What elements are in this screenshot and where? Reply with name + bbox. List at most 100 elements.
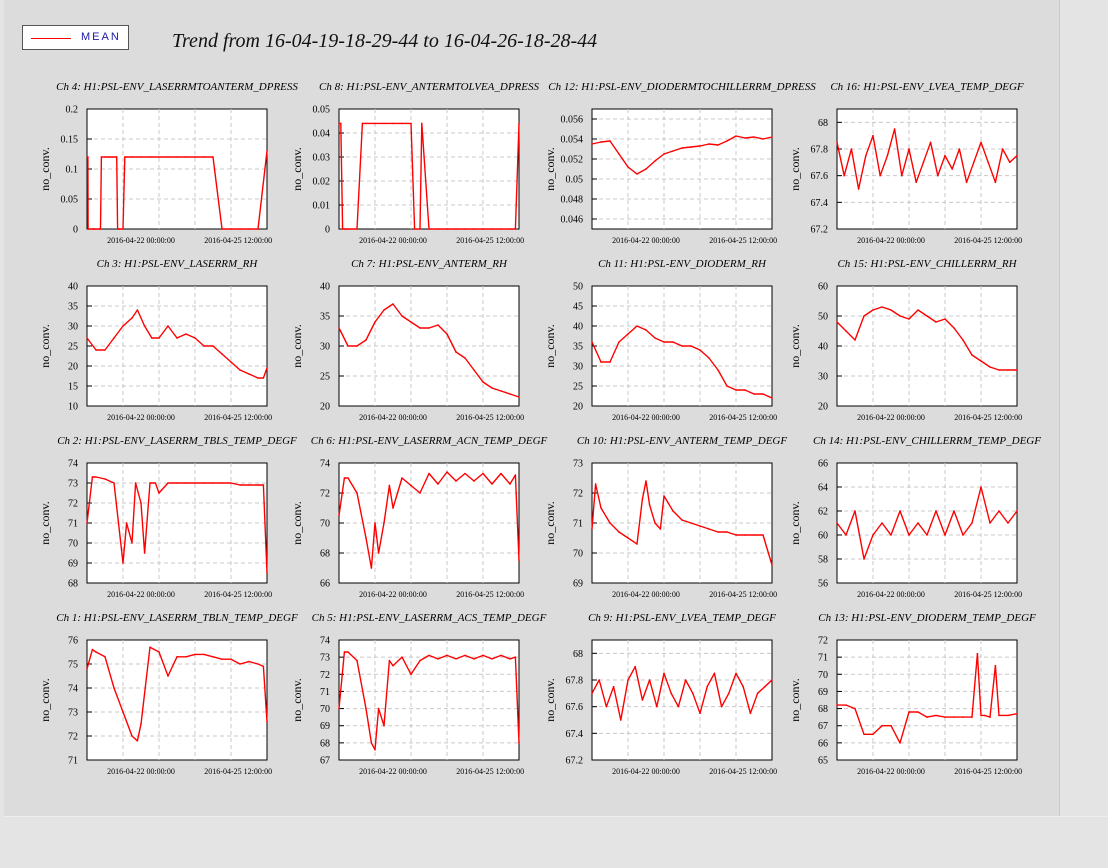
series-point bbox=[735, 135, 737, 137]
series-point bbox=[86, 522, 88, 524]
series-point bbox=[726, 140, 728, 142]
y-tick-label: 68 bbox=[573, 649, 583, 660]
series-point bbox=[356, 492, 358, 494]
chart-title: Ch 9: H1:PSL-ENV_LVEA_TEMP_DEGF bbox=[588, 612, 776, 624]
y-tick-label: 67 bbox=[320, 756, 330, 767]
series-point bbox=[663, 672, 665, 675]
series-point bbox=[388, 659, 391, 662]
y-tick-label: 35 bbox=[573, 342, 583, 353]
y-tick-label: 67.6 bbox=[566, 702, 584, 713]
chart-title: Ch 5: H1:PSL-ENV_LASERRM_ACS_TEMP_DEGF bbox=[312, 612, 547, 624]
series-point bbox=[845, 330, 847, 332]
y-tick-label: 25 bbox=[573, 382, 583, 393]
series-point bbox=[749, 712, 752, 715]
series-point bbox=[937, 174, 939, 177]
y-tick-label: 74 bbox=[320, 459, 330, 470]
series-point bbox=[370, 742, 373, 744]
plot-area bbox=[591, 639, 773, 761]
series-point bbox=[221, 228, 223, 230]
series-point bbox=[239, 663, 241, 665]
series-point bbox=[361, 122, 364, 125]
y-tick-label: 74 bbox=[68, 459, 78, 470]
y-tick-label: 66 bbox=[818, 459, 828, 470]
series-point bbox=[717, 369, 719, 371]
series-point bbox=[690, 146, 692, 148]
series-line bbox=[837, 653, 1018, 744]
series-point bbox=[899, 510, 901, 512]
series-point bbox=[185, 482, 187, 484]
series-point bbox=[836, 321, 838, 323]
series-point bbox=[654, 522, 656, 524]
series-point bbox=[663, 341, 665, 343]
y-tick-label: 72 bbox=[68, 732, 78, 743]
series-point bbox=[212, 345, 214, 347]
y-tick-label: 64 bbox=[818, 483, 828, 494]
series-point bbox=[176, 482, 178, 484]
series-point bbox=[131, 542, 133, 544]
chart-title: Ch 16: H1:PSL-ENV_LVEA_TEMP_DEGF bbox=[830, 81, 1024, 93]
chart-3: 0.046 0.048 0.05 0.052 0.054 0.056 2016-04-22 … bbox=[543, 81, 816, 245]
series-point bbox=[104, 478, 106, 480]
series-point bbox=[203, 482, 205, 484]
series-point bbox=[881, 724, 883, 727]
panel-bottom-border bbox=[4, 816, 1108, 817]
series-point bbox=[654, 337, 656, 339]
series-point bbox=[854, 707, 856, 710]
series-point bbox=[95, 476, 97, 478]
y-tick-label: 20 bbox=[573, 402, 583, 413]
series-point bbox=[437, 228, 439, 230]
series-point bbox=[944, 318, 946, 320]
series-point bbox=[428, 654, 430, 657]
series-point bbox=[836, 141, 838, 144]
series-point bbox=[917, 309, 919, 311]
chart-6: 20 25 30 35 40 2016-04-22 00:00:00 2016-04-25 … bbox=[290, 258, 524, 422]
x-tick-label: 2016-04-22 00:00:00 bbox=[612, 590, 680, 599]
series-point bbox=[600, 141, 602, 143]
series-point bbox=[455, 228, 457, 230]
series-point bbox=[158, 492, 160, 494]
series-point bbox=[744, 137, 746, 139]
series-point bbox=[998, 369, 1000, 371]
series-point bbox=[347, 651, 349, 653]
y-tick-label: 50 bbox=[818, 312, 828, 323]
legend-box: MEAN bbox=[22, 25, 129, 50]
y-axis-label: no_conv. bbox=[38, 147, 52, 191]
series-point bbox=[762, 138, 764, 140]
series-point bbox=[86, 668, 88, 670]
series-point bbox=[91, 648, 94, 651]
y-tick-label: 71 bbox=[320, 687, 330, 698]
series-point bbox=[935, 321, 937, 323]
series-point bbox=[627, 537, 629, 539]
x-tick-label: 2016-04-25 12:00:00 bbox=[709, 767, 777, 776]
series-point bbox=[97, 228, 99, 230]
series-point bbox=[594, 483, 597, 485]
series-point bbox=[886, 154, 889, 157]
x-tick-label: 2016-04-25 12:00:00 bbox=[954, 590, 1022, 599]
series-point bbox=[446, 228, 448, 230]
series-point bbox=[176, 156, 178, 158]
series-point bbox=[158, 337, 160, 339]
y-tick-label: 74 bbox=[68, 684, 78, 695]
series-point bbox=[212, 656, 214, 658]
series-point bbox=[518, 396, 520, 398]
chart-title: Ch 1: H1:PSL-ENV_LASERRM_TBLN_TEMP_DEGF bbox=[56, 612, 298, 624]
y-tick-label: 58 bbox=[818, 555, 828, 566]
series-point bbox=[482, 228, 484, 230]
series-point bbox=[266, 367, 268, 369]
series-point bbox=[684, 679, 687, 681]
series-point bbox=[491, 228, 493, 230]
y-tick-label: 67.2 bbox=[811, 225, 829, 236]
series-point bbox=[518, 559, 520, 562]
y-tick-label: 0.04 bbox=[313, 129, 331, 140]
series-point bbox=[944, 154, 946, 157]
series-point bbox=[929, 141, 932, 144]
series-point bbox=[989, 522, 991, 524]
series-point bbox=[104, 656, 106, 658]
series-point bbox=[863, 558, 865, 560]
panel-divider bbox=[1059, 0, 1060, 816]
series-point bbox=[962, 339, 964, 341]
series-point bbox=[708, 143, 710, 145]
plot-area bbox=[86, 462, 268, 584]
y-tick-label: 35 bbox=[68, 302, 78, 313]
series-point bbox=[965, 181, 968, 184]
